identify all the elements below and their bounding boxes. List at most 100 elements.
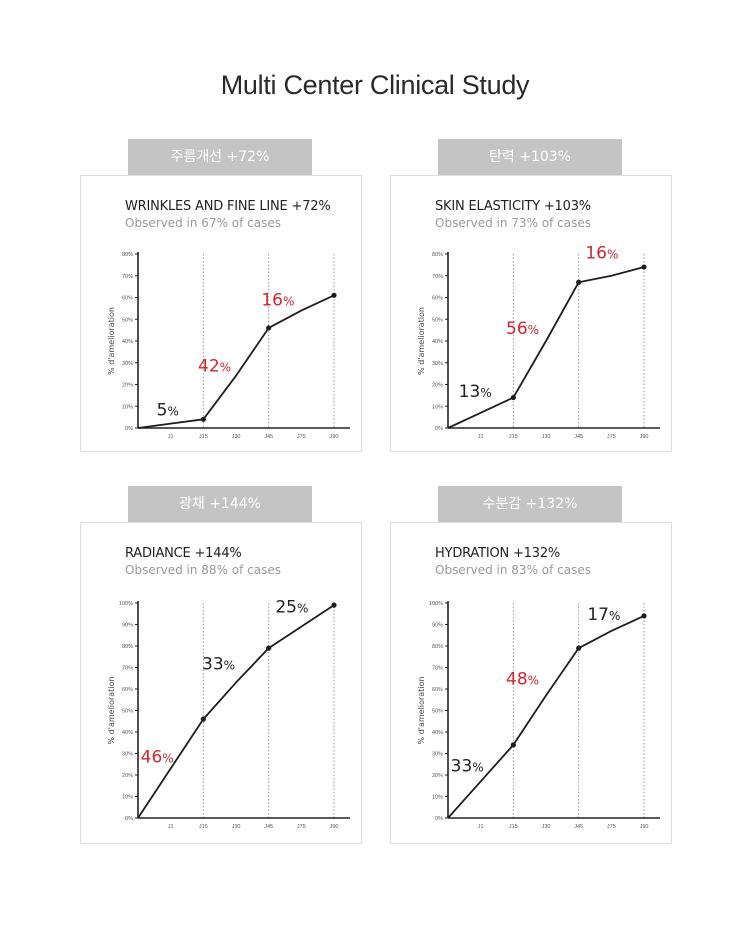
- chart-card: RADIANCE +144% Observed in 88% of cases: [80, 522, 362, 844]
- x-tick-label: J1: [478, 434, 484, 440]
- y-axis-title: % d'amelioration: [107, 677, 116, 745]
- y-tick-label: 10%: [122, 404, 133, 410]
- x-tick-label: J15: [199, 824, 208, 830]
- y-tick-label: 100%: [429, 601, 443, 607]
- y-tick-label: 20%: [122, 383, 133, 389]
- y-tick-label: 0%: [435, 426, 443, 432]
- x-tick-label: J15: [509, 434, 518, 440]
- x-tick-label: J30: [232, 434, 241, 440]
- y-tick-label: 0%: [125, 816, 133, 822]
- y-tick-label: 20%: [432, 383, 443, 389]
- data-point: [576, 279, 582, 285]
- data-label: 56%: [506, 319, 539, 339]
- y-tick-label: 40%: [122, 730, 133, 736]
- tab-label: 수분감 +132%: [438, 486, 622, 522]
- y-tick-label: 40%: [432, 730, 443, 736]
- chart-card: HYDRATION +132% Observed in 83% of cases: [390, 522, 672, 844]
- tab-label: 주름개선 +72%: [128, 139, 312, 175]
- y-tick-label: 10%: [432, 404, 443, 410]
- data-label: 33%: [451, 756, 484, 776]
- chart-card: WRINKLES AND FINE LINE +72% Observed in …: [80, 175, 362, 452]
- y-tick-label: 60%: [432, 687, 443, 693]
- y-tick-label: 70%: [432, 274, 443, 280]
- y-tick-label: 50%: [432, 709, 443, 715]
- y-axis-title: % d'amelioration: [417, 677, 426, 745]
- x-tick-label: J45: [574, 824, 583, 830]
- data-label: 48%: [506, 670, 539, 690]
- data-point: [641, 264, 647, 270]
- y-tick-label: 50%: [122, 709, 133, 715]
- y-tick-label: 10%: [122, 795, 133, 801]
- data-label: 46%: [141, 748, 174, 768]
- series-line: [137, 294, 335, 429]
- y-tick-label: 10%: [432, 795, 443, 801]
- y-tick-label: 60%: [122, 296, 133, 302]
- y-tick-label: 50%: [122, 317, 133, 323]
- chart-subtitle: Observed in 83% of cases: [435, 563, 592, 577]
- y-tick-label: 20%: [122, 773, 133, 779]
- x-tick-label: J15: [199, 434, 208, 440]
- x-tick-label: J90: [640, 434, 649, 440]
- line-chart: 0% 10% 20% 30% 40% 50% 60% 70% 80% 90% 100% J1 J15 J3…: [107, 598, 350, 830]
- y-tick-label: 90%: [432, 623, 443, 629]
- y-tick-label: 40%: [432, 339, 443, 345]
- y-tick-label: 90%: [122, 623, 133, 629]
- line-chart: 0% 10% 20% 30% 40% 50% 60% 70% 80% J1 J15 J30 J45 J75…: [417, 244, 660, 440]
- y-tick-label: 50%: [432, 317, 443, 323]
- y-tick-label: 100%: [119, 601, 133, 607]
- chart-card: SKIN ELASTICITY +103% Observed in 73% of…: [390, 175, 672, 452]
- data-point: [200, 416, 206, 422]
- x-tick-label: J75: [297, 824, 306, 830]
- x-tick-label: J15: [509, 824, 518, 830]
- y-axis-title: % d'amelioration: [107, 307, 116, 375]
- y-tick-label: 80%: [432, 252, 443, 258]
- x-tick-label: J1: [168, 824, 174, 830]
- y-tick-label: 0%: [435, 816, 443, 822]
- x-tick-label: J45: [264, 434, 273, 440]
- y-tick-label: 30%: [432, 361, 443, 367]
- x-tick-label: J75: [297, 434, 306, 440]
- data-label: 13%: [459, 382, 492, 402]
- y-tick-label: 80%: [122, 644, 133, 650]
- data-point: [331, 292, 337, 298]
- data-label: 42%: [198, 357, 231, 377]
- data-label: 16%: [261, 291, 294, 311]
- y-tick-label: 30%: [432, 752, 443, 758]
- data-point: [510, 742, 516, 748]
- chart-title: SKIN ELASTICITY +103%: [435, 199, 591, 214]
- data-point: [266, 645, 272, 651]
- y-tick-label: 70%: [122, 274, 133, 280]
- data-point: [331, 602, 337, 608]
- x-tick-label: J30: [232, 824, 241, 830]
- y-tick-label: 40%: [122, 339, 133, 345]
- y-tick-label: 0%: [125, 426, 133, 432]
- y-tick-label: 70%: [122, 666, 133, 672]
- x-tick-label: J30: [542, 824, 551, 830]
- y-tick-label: 80%: [122, 252, 133, 258]
- data-point: [510, 394, 516, 401]
- y-tick-label: 30%: [122, 361, 133, 367]
- data-label: 33%: [202, 655, 235, 675]
- series-line: [137, 604, 335, 819]
- data-point: [641, 613, 647, 619]
- line-chart: 0% 10% 20% 30% 40% 50% 60% 70% 80% J1 J15 J30 J45 J75…: [107, 252, 350, 440]
- chart-title: HYDRATION +132%: [435, 546, 561, 561]
- line-chart: 0% 10% 20% 30% 40% 50% 60% 70% 80% 90% 100% J1 J15 J3…: [417, 601, 660, 830]
- data-point: [576, 645, 582, 651]
- x-tick-label: J90: [640, 824, 649, 830]
- chart-title: RADIANCE +144%: [125, 546, 242, 561]
- data-label: 25%: [275, 598, 308, 618]
- x-tick-label: J90: [330, 434, 339, 440]
- y-tick-label: 60%: [432, 296, 443, 302]
- data-label: 17%: [587, 605, 620, 625]
- y-tick-label: 30%: [122, 752, 133, 758]
- y-tick-label: 80%: [432, 644, 443, 650]
- y-tick-label: 70%: [432, 666, 443, 672]
- tab-label: 탄력 +103%: [438, 139, 622, 175]
- x-tick-label: J30: [542, 434, 551, 440]
- page-title: Multi Center Clinical Study: [220, 70, 530, 100]
- chart-subtitle: Observed in 73% of cases: [435, 216, 592, 230]
- data-label: 16%: [585, 244, 618, 264]
- chart-title: WRINKLES AND FINE LINE +72%: [125, 199, 331, 214]
- x-tick-label: J90: [330, 824, 339, 830]
